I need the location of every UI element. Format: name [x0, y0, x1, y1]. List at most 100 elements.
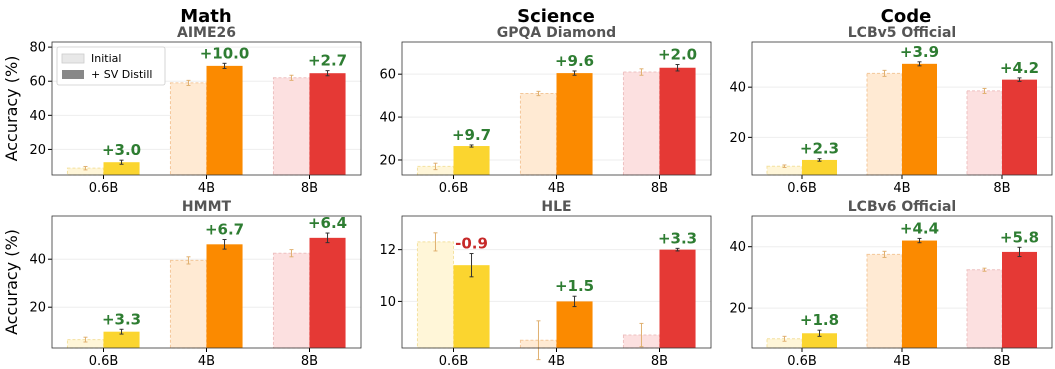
y-tick-label: 40: [729, 240, 746, 255]
panel-subtitle: GPQA Diamond: [497, 25, 616, 41]
delta-label-0.6B: +9.7: [452, 126, 491, 144]
y-axis-label: Accuracy (%): [2, 229, 21, 335]
panel-frame: [401, 215, 712, 349]
legend-swatch-sv-distill: [62, 70, 84, 79]
y-tick-label: 10: [379, 295, 396, 310]
delta-label-4B: +9.6: [555, 52, 594, 70]
x-tick-label-4B: 4B: [893, 354, 910, 369]
panel-subtitle: HMMT: [182, 199, 232, 215]
bar-sv-distill-0.6B: [802, 333, 837, 348]
x-tick-label-0.6B: 0.6B: [787, 354, 817, 369]
y-tick-label: 40: [29, 253, 46, 268]
bar-initial-8B: [966, 90, 1003, 176]
panel-frame: [751, 215, 1053, 349]
y-tick-label: 60: [29, 75, 46, 90]
panel-subtitle: AIME26: [177, 25, 236, 41]
panel-frame: [751, 41, 1053, 176]
legend-label-sv-distill: + SV Distill: [91, 68, 152, 81]
bar-initial-4B: [519, 92, 558, 176]
delta-label-4B: +3.9: [900, 43, 939, 61]
panel-lcbv6-official: LCBv6 Official +1.8 0.6B +4.4 4B +5.8 8B 20 40: [729, 199, 1053, 369]
delta-label-4B: +10.0: [200, 44, 250, 62]
x-tick-label-8B: 8B: [993, 181, 1010, 196]
legend-swatch-initial: [61, 53, 85, 64]
column-title-math: Math: [180, 6, 231, 27]
y-tick-label: 40: [379, 111, 396, 126]
x-tick-label-4B: 4B: [198, 181, 215, 196]
delta-label-0.6B: +3.3: [102, 310, 141, 328]
bar-initial-8B: [966, 269, 1003, 349]
x-tick-label-0.6B: 0.6B: [439, 181, 469, 196]
column-title-science: Science: [517, 6, 595, 27]
delta-label-4B: +1.5: [555, 277, 594, 295]
panel-gpqa-diamond: GPQA Diamond +9.7 0.6B +9.6 4B +2.0 8B 20 40 60: [379, 25, 712, 196]
x-tick-label-0.6B: 0.6B: [89, 354, 119, 369]
bar-initial-4B: [169, 82, 207, 176]
bar-sv-distill-0.6B: [802, 159, 837, 175]
bar-initial-4B: [866, 253, 903, 349]
panel-lcbv5-official: LCBv5 Official +2.3 0.6B +3.9 4B +4.2 8B 20 40: [729, 25, 1053, 196]
delta-label-8B: +2.0: [658, 46, 697, 64]
bar-initial-8B: [622, 71, 661, 176]
x-tick-label-0.6B: 0.6B: [787, 181, 817, 196]
panel-subtitle: HLE: [541, 199, 571, 215]
bar-initial-0.6B: [416, 241, 455, 349]
y-tick-label: 60: [379, 68, 396, 83]
y-tick-label: 20: [29, 143, 46, 158]
x-tick-label-4B: 4B: [548, 181, 565, 196]
legend-label-initial: Initial: [91, 52, 121, 65]
x-tick-label-8B: 8B: [993, 354, 1010, 369]
bar-sv-distill-4B: [902, 63, 937, 175]
delta-label-4B: +6.7: [205, 221, 244, 239]
bar-sv-distill-8B: [1002, 251, 1037, 348]
delta-label-0.6B: +1.8: [800, 311, 839, 329]
delta-label-0.6B: +2.3: [800, 140, 839, 158]
delta-label-4B: +4.4: [900, 219, 939, 237]
panel-hle: HLE -0.9 0.6B +1.5 4B +3.3 8B 10 12: [379, 199, 712, 369]
x-tick-label-8B: 8B: [301, 181, 318, 196]
bar-sv-distill-8B: [309, 237, 346, 348]
delta-label-0.6B: +3.0: [102, 141, 141, 159]
bar-sv-distill-4B: [556, 73, 593, 175]
y-tick-label: 12: [379, 243, 396, 258]
x-tick-label-8B: 8B: [651, 181, 668, 196]
y-axis-label: Accuracy (%): [2, 56, 21, 162]
y-tick-label: 40: [729, 81, 746, 96]
bar-sv-distill-0.6B: [103, 162, 140, 175]
bar-initial-8B: [272, 77, 311, 176]
y-tick-label: 40: [29, 109, 46, 124]
x-tick-label-8B: 8B: [651, 354, 668, 369]
delta-label-8B: +3.3: [658, 229, 697, 247]
x-tick-label-4B: 4B: [893, 181, 910, 196]
column-title-code: Code: [881, 6, 932, 27]
bar-sv-distill-8B: [659, 249, 696, 348]
delta-label-8B: +5.8: [1000, 228, 1039, 246]
bar-sv-distill-4B: [206, 65, 243, 175]
panel-frame: [51, 215, 362, 349]
bar-sv-distill-0.6B: [453, 146, 490, 175]
x-tick-label-0.6B: 0.6B: [439, 354, 469, 369]
legend: Initial + SV Distill: [56, 46, 166, 86]
y-tick-label: 20: [29, 301, 46, 316]
bar-sv-distill-0.6B: [103, 331, 140, 348]
panel-aime26: AIME26 +3.0 0.6B +10.0 4B +2.7 8B 20 40 60 80 Accur…: [2, 25, 362, 196]
y-tick-label: 20: [379, 153, 396, 168]
delta-label-8B: +6.4: [308, 214, 347, 232]
bar-sv-distill-4B: [902, 240, 937, 348]
x-tick-label-0.6B: 0.6B: [89, 181, 119, 196]
bar-sv-distill-8B: [309, 73, 346, 175]
panel-subtitle: LCBv5 Official: [848, 25, 956, 41]
bar-sv-distill-4B: [206, 244, 243, 348]
panel-subtitle: LCBv6 Official: [848, 199, 956, 215]
panels: AIME26 +3.0 0.6B +10.0 4B +2.7 8B 20 40 60 80 Accur…: [2, 25, 1053, 369]
bar-initial-4B: [866, 72, 903, 176]
delta-label-0.6B: -0.9: [455, 235, 488, 253]
x-tick-label-8B: 8B: [301, 354, 318, 369]
bar-sv-distill-8B: [1002, 79, 1037, 175]
bar-sv-distill-0.6B: [453, 265, 490, 348]
y-tick-label: 20: [729, 131, 746, 146]
bar-initial-4B: [169, 259, 207, 349]
bar-sv-distill-4B: [556, 301, 593, 348]
bar-sv-distill-8B: [659, 67, 696, 175]
